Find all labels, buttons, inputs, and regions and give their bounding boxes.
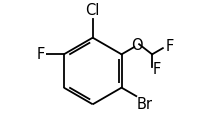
- Text: F: F: [153, 62, 161, 77]
- Text: Cl: Cl: [85, 3, 100, 18]
- Text: O: O: [131, 38, 143, 53]
- Text: F: F: [37, 47, 45, 62]
- Text: Br: Br: [137, 97, 153, 112]
- Text: F: F: [166, 39, 174, 54]
